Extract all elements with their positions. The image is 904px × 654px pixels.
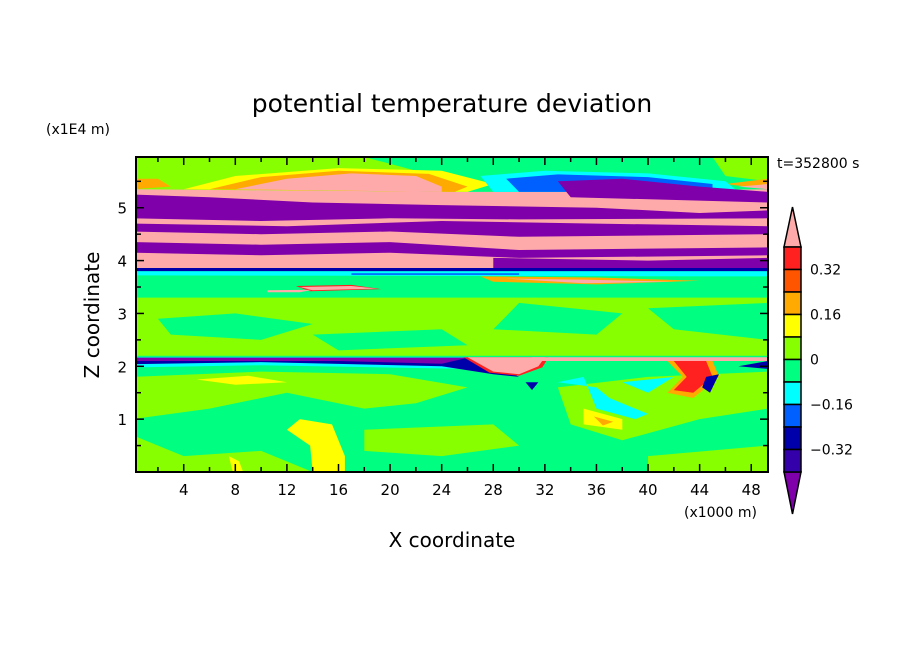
colorbar-box [783, 313, 802, 338]
y-units-label: (x1E4 m) [46, 122, 110, 138]
contour-region-12 [648, 445, 768, 472]
contour-region-19 [622, 376, 674, 393]
colorbar-label: −0.16 [810, 398, 853, 414]
x-tick-label: 48 [742, 481, 761, 499]
contour-region-17 [593, 416, 614, 426]
contour-region-9 [136, 436, 313, 472]
colorbar: 0.32 0.16 0 −0.16 −0.32 [783, 206, 853, 515]
contour-region-18 [557, 376, 648, 420]
contour-region-34 [136, 268, 768, 272]
colorbar-box [783, 358, 802, 383]
contour-region-30 [136, 194, 768, 221]
y-axis-label: Z coordinate [80, 252, 104, 379]
contour-region-40 [299, 286, 378, 291]
contour-region-38 [506, 278, 674, 284]
contour-region-29 [557, 178, 768, 203]
y-tick-label: 4 [117, 253, 127, 271]
colorbar-box [783, 381, 802, 406]
x-tick-label: 8 [231, 481, 241, 499]
contour-region-26 [738, 184, 768, 190]
contour-region-7 [312, 329, 468, 351]
chart-title: potential temperature deviation [252, 89, 652, 118]
x-tick-label: 4 [179, 481, 189, 499]
y-tick-label: 5 [117, 200, 127, 218]
contour-region-5 [493, 302, 623, 335]
colorbar-lower-triangle [783, 471, 802, 515]
contour-region-23 [235, 173, 442, 192]
time-label: t=352800 s [777, 156, 859, 172]
x-axis-label: X coordinate [389, 528, 516, 552]
colorbar-box [783, 291, 802, 316]
colorbar-label: −0.32 [810, 443, 853, 459]
plot-frame [135, 156, 769, 473]
x-units-label: (x1000 m) [684, 505, 757, 521]
contour-region-3 [136, 297, 768, 356]
colorbar-label: 0.16 [810, 308, 841, 324]
colorbar-label: 0.32 [810, 263, 841, 279]
contour-region-24 [136, 178, 171, 189]
contour-region-14 [196, 375, 287, 385]
colorbar-box [783, 426, 802, 451]
x-tick-label: 20 [381, 481, 400, 499]
contour-field [136, 157, 768, 472]
colorbar-box [783, 336, 802, 361]
contour-region-8 [136, 371, 468, 419]
contour-region-47 [532, 357, 768, 361]
colorbar-box [783, 448, 802, 473]
colorbar-box [783, 246, 802, 271]
contour-region-31 [136, 221, 768, 237]
y-tick-label: 2 [117, 358, 127, 376]
x-tick-label: 16 [329, 481, 348, 499]
contour-region-36 [351, 273, 520, 275]
contour-region-6 [648, 302, 768, 340]
colorbar-label: 0 [810, 353, 819, 369]
colorbar-box [783, 403, 802, 428]
contour-region-13 [286, 419, 345, 472]
y-tick-label: 1 [117, 411, 127, 429]
x-tick-label: 44 [690, 481, 709, 499]
colorbar-box [783, 268, 802, 293]
contour-region-2 [712, 157, 768, 182]
y-tick-label: 3 [117, 305, 127, 323]
contour-region-10 [364, 424, 520, 457]
colorbar-upper-triangle [783, 206, 802, 248]
contour-region-33 [493, 257, 768, 269]
contour-region-46 [467, 357, 545, 375]
x-tick-label: 32 [535, 481, 554, 499]
contour-region-51 [702, 374, 719, 393]
contour-region-41 [267, 289, 313, 293]
contour-region-50 [673, 361, 713, 393]
x-tick-label: 12 [277, 481, 296, 499]
contour-region-4 [157, 313, 313, 340]
x-tick-label: 40 [639, 481, 658, 499]
contour-region-44 [136, 357, 468, 364]
contour-region-52 [525, 382, 539, 391]
contour-region-32 [136, 242, 768, 258]
x-tick-label: 28 [484, 481, 503, 499]
x-tick-label: 36 [587, 481, 606, 499]
x-tick-label: 24 [432, 481, 451, 499]
